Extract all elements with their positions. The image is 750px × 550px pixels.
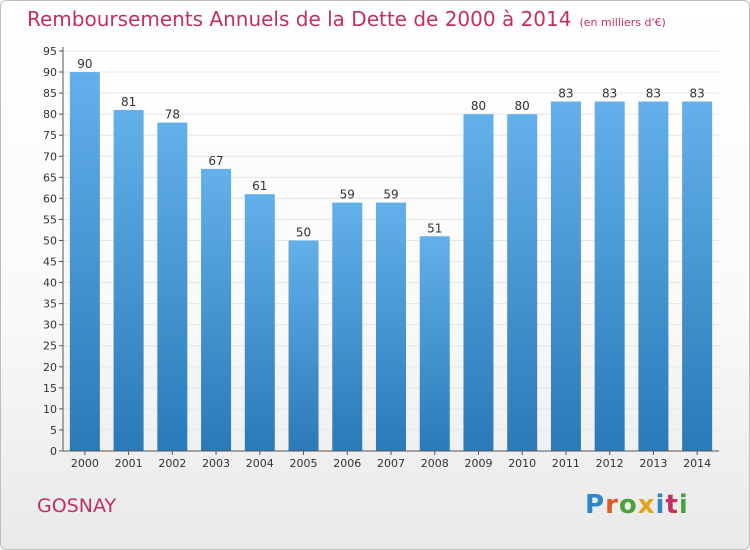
x-tick-label: 2004 xyxy=(246,457,274,470)
x-tick-label: 2010 xyxy=(508,457,536,470)
y-tick-label: 15 xyxy=(43,382,57,395)
y-tick-label: 55 xyxy=(43,213,57,226)
logo-letter: x xyxy=(637,490,656,520)
y-tick-label: 70 xyxy=(43,150,57,163)
x-tick-label: 2002 xyxy=(158,457,186,470)
logo-letter: r xyxy=(605,490,619,520)
x-tick-label: 2001 xyxy=(115,457,143,470)
bar xyxy=(419,236,450,451)
logo-letter: t xyxy=(665,490,679,520)
proxiti-logo: Proxiti xyxy=(585,490,689,520)
y-tick-label: 25 xyxy=(43,340,57,353)
data-label: 59 xyxy=(340,188,355,202)
data-label: 83 xyxy=(689,87,704,101)
bar xyxy=(550,101,581,452)
data-label: 61 xyxy=(252,179,267,193)
bar xyxy=(507,114,538,451)
data-label: 83 xyxy=(646,87,661,101)
data-label: 50 xyxy=(296,225,311,239)
chart-title-block: Remboursements Annuels de la Dette de 20… xyxy=(27,7,666,31)
x-tick-label: 2007 xyxy=(377,457,405,470)
bar xyxy=(376,202,406,451)
bar xyxy=(288,240,319,451)
x-tick-label: 2005 xyxy=(290,457,318,470)
x-tick-label: 2003 xyxy=(202,457,230,470)
bar xyxy=(682,101,713,452)
commune-name: GOSNAY xyxy=(37,495,117,517)
data-label: 51 xyxy=(427,221,442,235)
y-tick-label: 85 xyxy=(43,87,57,100)
y-tick-label: 75 xyxy=(43,129,57,142)
logo-letter: o xyxy=(618,490,638,520)
x-tick-label: 2011 xyxy=(552,457,580,470)
bar xyxy=(69,72,100,451)
bar xyxy=(201,168,232,452)
y-tick-label: 65 xyxy=(43,171,57,184)
y-tick-label: 35 xyxy=(43,298,57,311)
logo-letter: i xyxy=(678,490,689,520)
data-label: 90 xyxy=(77,57,92,71)
data-label: 80 xyxy=(515,99,530,113)
bar xyxy=(244,194,275,451)
x-tick-label: 2014 xyxy=(683,457,711,470)
data-label: 80 xyxy=(471,99,486,113)
y-tick-label: 10 xyxy=(43,403,57,416)
bar xyxy=(157,122,188,451)
y-tick-label: 45 xyxy=(43,256,57,269)
chart-title: Remboursements Annuels de la Dette de 20… xyxy=(27,7,572,31)
x-tick-label: 2006 xyxy=(333,457,361,470)
data-label: 67 xyxy=(208,154,223,168)
x-tick-label: 2008 xyxy=(421,457,449,470)
x-tick-label: 2009 xyxy=(464,457,492,470)
y-tick-label: 40 xyxy=(43,277,57,290)
x-tick-label: 2012 xyxy=(596,457,624,470)
bar xyxy=(638,101,669,452)
chart-unit: (en milliers d'€) xyxy=(579,16,666,29)
y-tick-label: 95 xyxy=(43,45,57,58)
y-tick-label: 80 xyxy=(43,108,57,121)
y-tick-label: 0 xyxy=(50,445,57,458)
y-tick-label: 60 xyxy=(43,192,57,205)
x-tick-label: 2000 xyxy=(71,457,99,470)
x-tick-label: 2013 xyxy=(639,457,667,470)
data-label: 78 xyxy=(165,108,180,122)
bar xyxy=(463,114,494,451)
y-tick-label: 90 xyxy=(43,66,57,79)
y-tick-label: 50 xyxy=(43,234,57,247)
data-label: 83 xyxy=(558,87,573,101)
y-tick-label: 30 xyxy=(43,319,57,332)
y-tick-label: 20 xyxy=(43,361,57,374)
bar xyxy=(113,109,144,452)
y-tick-label: 5 xyxy=(50,424,57,437)
data-label: 81 xyxy=(121,95,136,109)
data-label: 83 xyxy=(602,87,617,101)
logo-letter: i xyxy=(655,490,666,520)
bar xyxy=(594,101,625,452)
data-label: 59 xyxy=(383,188,398,202)
logo-letter: P xyxy=(585,490,606,520)
bar xyxy=(332,202,363,451)
